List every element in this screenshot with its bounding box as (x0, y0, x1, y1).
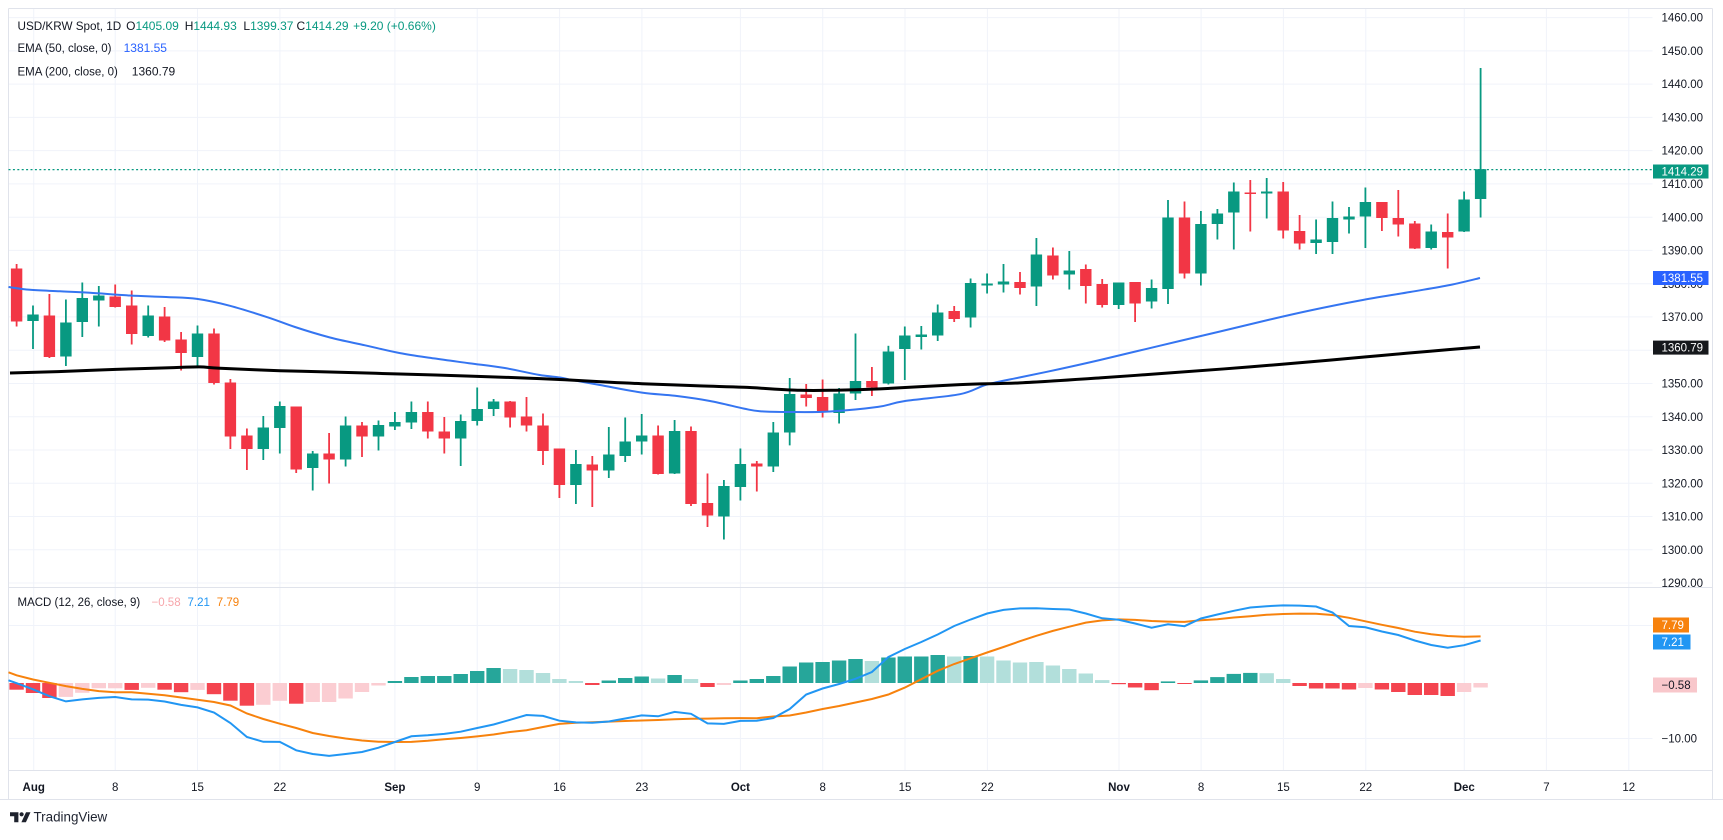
svg-text:15: 15 (1277, 782, 1290, 794)
svg-text:1414.29: 1414.29 (1662, 167, 1704, 179)
svg-text:7.79: 7.79 (1662, 620, 1684, 632)
svg-text:1410.00: 1410.00 (1662, 179, 1704, 191)
svg-text:Oct: Oct (731, 782, 750, 794)
svg-text:1300.00: 1300.00 (1662, 545, 1704, 557)
svg-text:8: 8 (819, 782, 825, 794)
svg-text:−10.00: −10.00 (1662, 733, 1698, 745)
svg-text:7.21: 7.21 (1662, 637, 1684, 649)
svg-text:1360.79: 1360.79 (1662, 343, 1704, 355)
svg-text:Aug: Aug (23, 782, 45, 794)
svg-text:1330.00: 1330.00 (1662, 445, 1704, 457)
svg-text:23: 23 (636, 782, 649, 794)
svg-text:8: 8 (112, 782, 118, 794)
svg-text:Dec: Dec (1454, 782, 1476, 794)
svg-text:1370.00: 1370.00 (1662, 312, 1704, 324)
svg-text:15: 15 (191, 782, 204, 794)
svg-text:MACD (12, 26, close, 9)−0.587.: MACD (12, 26, close, 9) −0.58 7.21 7.79 (18, 597, 240, 609)
svg-text:1450.00: 1450.00 (1662, 46, 1704, 58)
svg-text:22: 22 (1359, 782, 1372, 794)
svg-text:1290.00: 1290.00 (1662, 578, 1704, 590)
svg-text:Sep: Sep (384, 782, 405, 794)
svg-text:16: 16 (553, 782, 566, 794)
svg-text:7: 7 (1543, 782, 1549, 794)
svg-text:1381.55: 1381.55 (1662, 273, 1704, 285)
svg-text:USD/KRW Spot, 1D: USD/KRW Spot, 1D (18, 20, 122, 33)
svg-text:1320.00: 1320.00 (1662, 478, 1704, 490)
svg-text:8: 8 (1198, 782, 1204, 794)
svg-text:12: 12 (1622, 782, 1635, 794)
svg-text:1460.00: 1460.00 (1662, 13, 1704, 25)
svg-text:1430.00: 1430.00 (1662, 113, 1704, 125)
svg-text:22: 22 (981, 782, 994, 794)
svg-text:TradingView: TradingView (34, 810, 108, 825)
svg-text:EMA (50, close, 0)1381.55: EMA (50, close, 0) 1381.55 (18, 41, 168, 55)
svg-text:−0.58: −0.58 (1662, 680, 1691, 692)
svg-text:1440.00: 1440.00 (1662, 79, 1704, 91)
svg-text:9: 9 (474, 782, 480, 794)
svg-text:1420.00: 1420.00 (1662, 146, 1704, 158)
svg-text:22: 22 (274, 782, 287, 794)
svg-text:Nov: Nov (1108, 782, 1130, 794)
svg-text:1310.00: 1310.00 (1662, 512, 1704, 524)
svg-text:1350.00: 1350.00 (1662, 379, 1704, 391)
svg-text:15: 15 (899, 782, 912, 794)
svg-text:1340.00: 1340.00 (1662, 412, 1704, 424)
svg-text:1390.00: 1390.00 (1662, 246, 1704, 258)
svg-text:1400.00: 1400.00 (1662, 212, 1704, 224)
svg-text:EMA (200, close, 0)1360.79: EMA (200, close, 0) 1360.79 (18, 64, 176, 78)
